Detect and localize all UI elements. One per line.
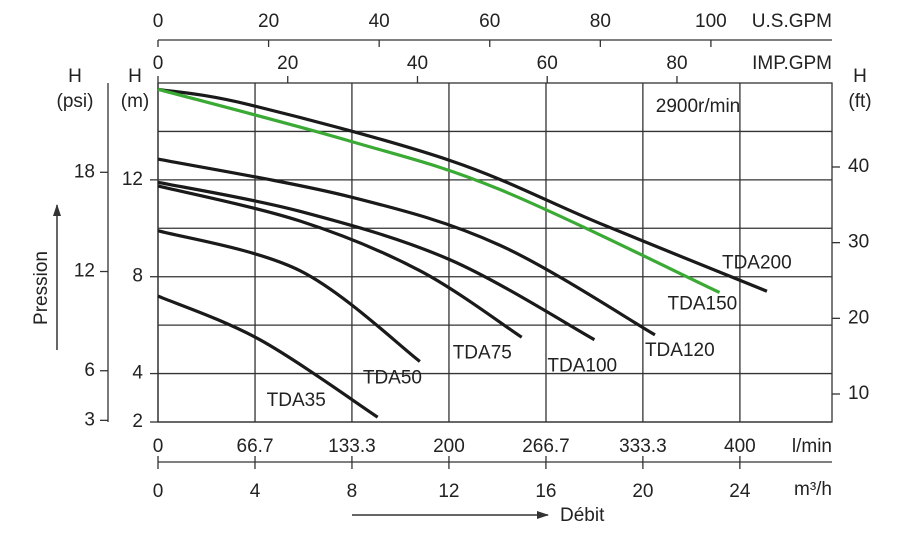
axis-symbol: H — [853, 66, 867, 87]
axis-tick-label: 10 — [848, 383, 869, 404]
axis-tick-label: 0 — [153, 11, 164, 32]
curve — [157, 184, 523, 339]
x-tick-label: 266.7 — [522, 436, 570, 457]
axis-tick-label: 18 — [74, 161, 95, 182]
curve-label: TDA75 — [453, 342, 512, 363]
axis-tick-label: 4 — [250, 481, 261, 502]
curve-label: TDA150 — [668, 293, 738, 314]
axis-tick-label: 24 — [729, 481, 751, 502]
axis-label: m³/h — [794, 479, 832, 500]
axis-tick-label: 12 — [438, 481, 459, 502]
x-tick-label: 400 — [724, 436, 756, 457]
x-tick-label: 200 — [433, 436, 465, 457]
curve — [157, 294, 379, 419]
axis-symbol: H — [68, 66, 82, 87]
y-title: Pression — [31, 251, 52, 325]
plot-frame — [157, 82, 833, 423]
axis-tick-label: 20 — [848, 307, 869, 328]
axis-unit: (psi) — [57, 91, 94, 112]
axis-tick-label: 16 — [535, 481, 556, 502]
y-unit: (m) — [121, 91, 149, 112]
curve — [157, 87, 721, 294]
axis-tick-label: 6 — [84, 360, 95, 381]
axis-unit: (ft) — [848, 91, 871, 112]
axis-tick-label: 40 — [369, 11, 390, 32]
axis-tick-label: 60 — [537, 53, 558, 74]
axis-tick-label: 40 — [848, 156, 869, 177]
x-tick-label: 133.3 — [328, 436, 376, 457]
y-tick-label: 12 — [122, 169, 143, 190]
axis-tick-label: 20 — [632, 481, 653, 502]
axis-tick-label: 30 — [848, 232, 869, 253]
y-tick-label: 8 — [132, 266, 143, 287]
curve-label: TDA35 — [267, 390, 326, 411]
axis-tick-label: 80 — [666, 53, 687, 74]
axis-tick-label: 0 — [153, 481, 164, 502]
curve-label: TDA200 — [722, 252, 792, 273]
axis-tick-label: 60 — [479, 11, 500, 32]
curve — [157, 87, 768, 293]
axis-label: U.S.GPM — [752, 11, 832, 32]
axis-tick-label: 40 — [407, 53, 428, 74]
y-symbol: H — [128, 66, 142, 87]
axis-tick-label: 20 — [258, 11, 279, 32]
y-tick-label: 2 — [132, 411, 143, 432]
x-tick-label: 333.3 — [619, 436, 667, 457]
annotation: 2900r/min — [656, 96, 741, 117]
axis-tick-label: 3 — [84, 409, 95, 430]
curve-label: TDA100 — [547, 356, 617, 377]
y-tick-label: 4 — [132, 363, 143, 384]
axis-tick-label: 100 — [695, 11, 727, 32]
axis-tick-label: 20 — [277, 53, 298, 74]
axis-tick-label: 80 — [590, 11, 611, 32]
x-tick-label: 66.7 — [237, 436, 274, 457]
axis-tick-label: 8 — [347, 481, 358, 502]
curve-label: TDA120 — [645, 340, 715, 361]
curve — [157, 180, 596, 342]
axis-label: IMP.GPM — [752, 53, 832, 74]
x-tick-label: 0 — [153, 436, 164, 457]
curve — [157, 157, 656, 337]
x-title: Débit — [560, 505, 605, 526]
curve-label: TDA50 — [363, 367, 422, 388]
curve — [157, 229, 421, 363]
axis-tick-label: 12 — [74, 261, 95, 282]
axis-tick-label: 0 — [153, 53, 164, 74]
x-label: l/min — [792, 436, 832, 457]
